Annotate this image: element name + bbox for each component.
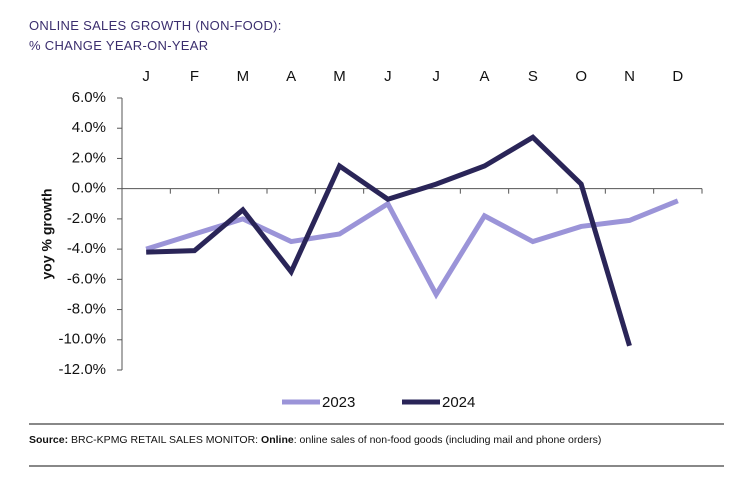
y-tick-label: -6.0% (67, 270, 106, 287)
x-tick-label: O (575, 68, 587, 85)
y-tick-label: 4.0% (72, 119, 106, 136)
footnote-part: Online (261, 434, 294, 446)
y-tick-label: -4.0% (67, 240, 106, 257)
x-tick-label: J (142, 68, 150, 85)
x-tick-label: J (432, 68, 440, 85)
y-tick-label: -12.0% (58, 361, 106, 378)
x-tick-label: A (479, 68, 489, 85)
x-tick-label: F (190, 68, 199, 85)
y-tick-label: 2.0% (72, 149, 106, 166)
x-tick-label: N (624, 68, 635, 85)
chart-subtitle: % CHANGE YEAR-ON-YEAR (29, 38, 208, 53)
legend-label: 2024 (442, 394, 475, 411)
x-tick-label: S (528, 68, 538, 85)
y-tick-label: 0.0% (72, 180, 106, 197)
x-tick-label: D (672, 68, 683, 85)
y-axis-label: yoy % growth (39, 188, 55, 279)
y-tick-label: -10.0% (58, 331, 106, 348)
x-tick-label: A (286, 68, 296, 85)
x-tick-label: J (384, 68, 392, 85)
footnote-part: : online sales of non-food goods (includ… (293, 434, 602, 446)
x-tick-label: M (333, 68, 346, 85)
footnote-part: Source: (29, 434, 69, 446)
y-tick-label: 6.0% (72, 89, 106, 106)
x-tick-label: M (237, 68, 250, 85)
footnote-part: BRC-KPMG RETAIL SALES MONITOR: (71, 434, 259, 446)
series-line (146, 134, 632, 347)
footnote: Source: BRC-KPMG RETAIL SALES MONITOR: O… (29, 434, 601, 446)
y-tick-label: -8.0% (67, 301, 106, 318)
chart-title: ONLINE SALES GROWTH (NON-FOOD): (29, 18, 282, 33)
series-line (145, 198, 679, 300)
y-tick-label: -2.0% (67, 210, 106, 227)
legend-label: 2023 (322, 394, 355, 411)
